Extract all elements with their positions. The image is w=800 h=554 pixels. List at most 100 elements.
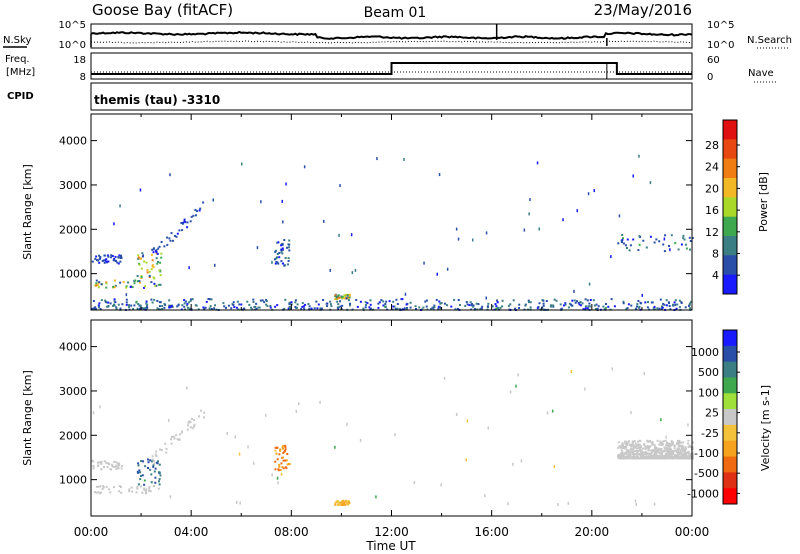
data-cell (128, 306, 131, 308)
data-cell (148, 275, 151, 278)
data-cell (351, 271, 354, 275)
data-cell (683, 453, 686, 455)
data-cell (653, 450, 656, 452)
data-cell (613, 305, 616, 308)
data-cell (107, 305, 110, 307)
data-cell (265, 413, 267, 417)
data-cell (279, 449, 282, 452)
data-cell (97, 304, 100, 307)
data-cell (210, 308, 213, 310)
data-cell (280, 248, 283, 251)
data-cell (135, 300, 138, 303)
data-cell (689, 307, 692, 310)
data-cell (660, 453, 663, 456)
data-cell (254, 306, 257, 308)
data-cell (637, 449, 640, 452)
data-cell (484, 494, 486, 498)
data-cell (409, 306, 412, 309)
data-cell (189, 220, 192, 223)
data-cell (168, 299, 171, 302)
data-cell (138, 307, 141, 310)
data-cell (657, 451, 660, 454)
data-cell (180, 222, 183, 224)
data-cell (187, 421, 190, 424)
data-cell (323, 219, 325, 223)
data-cell (153, 298, 156, 301)
data-cell (647, 446, 650, 449)
data-cell (597, 305, 600, 308)
data-cell (670, 453, 673, 456)
data-cell (674, 299, 677, 302)
data-cell (680, 452, 683, 455)
cpid-panel: themis (tau) -3310 CPID (7, 82, 693, 111)
data-cell (659, 448, 662, 451)
data-cell (338, 501, 341, 504)
data-cell (579, 301, 582, 303)
data-cell (512, 299, 515, 302)
data-cell (139, 257, 142, 260)
data-cell (376, 157, 378, 161)
data-cell (329, 300, 332, 303)
data-cell (334, 503, 337, 506)
data-cell (281, 199, 283, 203)
data-cell (151, 458, 154, 461)
data-cell (627, 441, 630, 444)
data-cell (595, 303, 598, 306)
data-cell (179, 433, 182, 436)
data-cell (154, 476, 157, 479)
data-cell (337, 503, 340, 506)
colorbar-swatch (723, 472, 737, 489)
data-cell (175, 434, 178, 437)
colorbar-swatch (723, 197, 737, 218)
data-cell (359, 438, 362, 442)
data-cell (342, 503, 345, 506)
data-cell (542, 302, 545, 305)
data-cell (680, 450, 683, 453)
data-cell (588, 302, 591, 305)
data-cell (296, 306, 298, 309)
data-cell (135, 491, 138, 494)
data-cell (676, 455, 679, 457)
data-cell (653, 502, 656, 506)
data-cell (105, 286, 108, 289)
data-cell (288, 249, 291, 252)
data-cell (628, 440, 630, 443)
data-cell (307, 303, 310, 305)
data-cell (339, 184, 341, 188)
data-cell (257, 306, 260, 309)
freq-label: Freq. (5, 54, 30, 65)
colorbar-frame (722, 329, 738, 505)
data-cell (152, 276, 155, 279)
data-cell (156, 300, 159, 302)
data-cell (691, 455, 694, 458)
data-cell (225, 306, 227, 309)
data-cell (170, 305, 173, 307)
data-cell (141, 307, 144, 310)
data-cell (280, 260, 283, 263)
data-cell (310, 307, 313, 310)
data-cell (98, 258, 101, 261)
data-cell (150, 298, 153, 301)
data-cell (120, 465, 123, 467)
data-cell (99, 492, 101, 495)
data-cell (392, 305, 395, 308)
data-cell (140, 275, 143, 277)
data-cell (317, 303, 320, 306)
data-cell (150, 481, 153, 484)
data-cell (329, 303, 332, 306)
data-cell (341, 504, 344, 506)
data-cell (300, 308, 303, 310)
data-cell (691, 237, 694, 239)
data-cell (284, 448, 287, 451)
data-cell (190, 298, 193, 301)
data-cell (148, 270, 151, 273)
data-cell (277, 481, 279, 485)
data-cell (651, 450, 654, 453)
data-cell (364, 301, 367, 304)
data-cell (207, 298, 210, 300)
data-cell (120, 467, 123, 470)
data-cell (148, 489, 150, 492)
data-cell (682, 455, 685, 458)
data-cell (164, 442, 167, 445)
data-cell (677, 452, 680, 455)
